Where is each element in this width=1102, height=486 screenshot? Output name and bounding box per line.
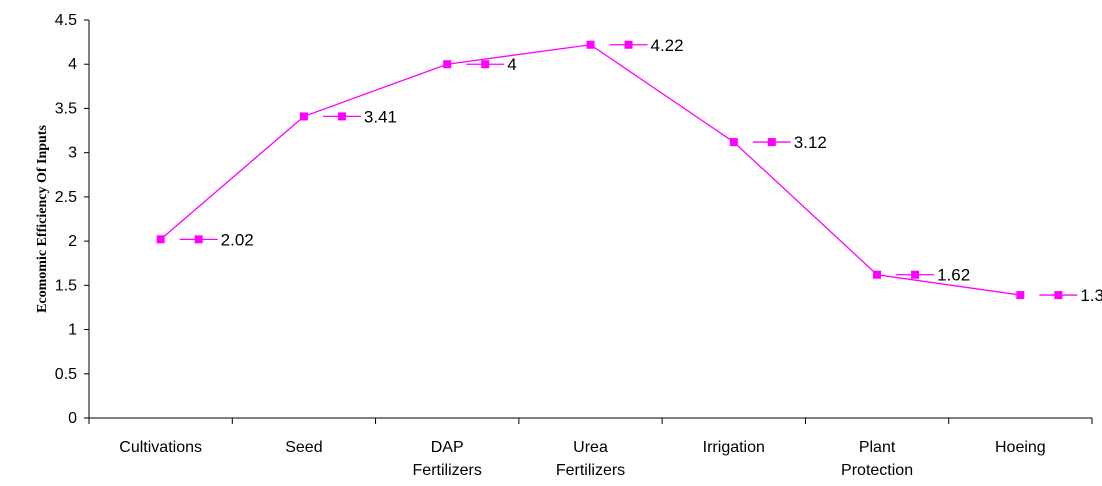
chart-series (156, 40, 1025, 300)
data-label: 4 (507, 55, 516, 74)
chart-axes: 0 0.5 1 1.5 2 2.5 3 3.5 4 4.5 Cultivations Seed DAP F… (55, 12, 1093, 479)
y-tick-label: 1 (68, 322, 77, 339)
data-point (586, 40, 595, 49)
y-tick-label: 2.5 (55, 189, 77, 206)
data-label: 2.02 (221, 230, 254, 249)
y-tick-label: 0 (68, 410, 77, 427)
data-label-key-marker (624, 40, 633, 49)
series-line (160, 44, 1021, 296)
x-tick-label: Plant Protection (841, 439, 913, 479)
data-label: 1.39 (1080, 286, 1102, 305)
y-tick-label: 3 (68, 145, 77, 162)
data-label: 3.41 (364, 107, 397, 126)
data-label-key-marker (194, 235, 203, 244)
y-tick-label: 0.5 (55, 366, 77, 383)
y-tick-label: 4 (68, 56, 77, 73)
y-tick-label: 1.5 (55, 277, 77, 294)
data-label-key-marker (767, 138, 776, 147)
data-label-key-marker (1054, 291, 1063, 300)
data-point (729, 138, 738, 147)
y-tick-label: 2 (68, 233, 77, 250)
data-point (443, 60, 452, 69)
x-tick-label: Hoeing (995, 439, 1046, 456)
data-point (1016, 291, 1025, 300)
x-tick-label: Seed (285, 439, 322, 456)
x-tick-label: DAP Fertilizers (413, 439, 482, 479)
x-tick-label: Cultivations (119, 439, 202, 456)
y-tick-label: 3.5 (55, 100, 77, 117)
data-label: 4.22 (651, 36, 684, 55)
data-point (156, 235, 165, 244)
chart-data-labels: 2.02 3.41 4 4.22 3.12 1.62 1.39 (179, 36, 1102, 305)
y-tick-label: 4.5 (55, 12, 77, 29)
x-tick-label: Irrigation (703, 439, 765, 456)
data-label-key-marker (481, 60, 490, 69)
data-label: 3.12 (794, 133, 827, 152)
y-axis-title: Ecomomic Efficiency Of Inputs (35, 125, 50, 313)
data-point (299, 112, 308, 121)
data-point (873, 270, 882, 279)
data-label-key-marker (911, 270, 920, 279)
data-label: 1.62 (937, 266, 970, 285)
x-tick-label: Urea Fertilizers (556, 439, 625, 479)
data-label-key-marker (337, 112, 346, 121)
